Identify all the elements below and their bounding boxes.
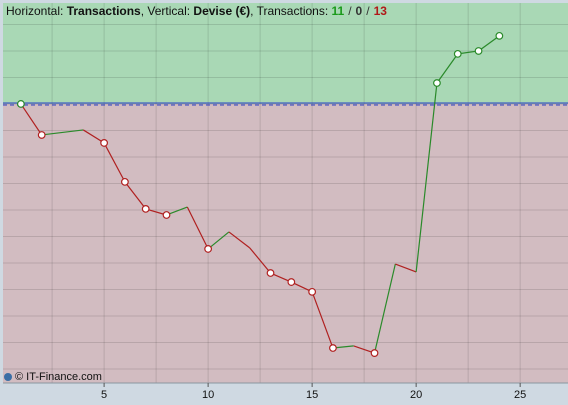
header-part: Horizontal: bbox=[6, 4, 67, 18]
line-segment bbox=[415, 82, 438, 273]
header-part: , Transactions: bbox=[250, 4, 331, 18]
point-marker bbox=[495, 31, 504, 40]
line-segment bbox=[41, 129, 84, 136]
point-marker bbox=[474, 47, 483, 55]
line-segment bbox=[186, 206, 209, 250]
line-segment bbox=[228, 231, 251, 249]
line-segment bbox=[103, 142, 126, 183]
line-segment bbox=[20, 103, 43, 136]
x-tick-label: 10 bbox=[202, 389, 214, 401]
line-segment bbox=[249, 247, 271, 274]
x-tick-label: 15 bbox=[306, 389, 318, 401]
point-marker bbox=[121, 177, 129, 186]
credit-icon bbox=[4, 373, 12, 381]
point-marker bbox=[287, 278, 296, 286]
line-segment bbox=[436, 53, 459, 84]
header-part: 11 bbox=[332, 4, 345, 18]
header-part: Transactions bbox=[67, 4, 141, 18]
point-marker bbox=[370, 349, 379, 357]
header-part: Devise (€) bbox=[193, 4, 250, 18]
line-segment bbox=[373, 263, 396, 354]
plot-area: 5 10 15 20 25 bbox=[3, 3, 568, 401]
credit-text: © IT-Finance.com bbox=[15, 371, 102, 383]
chart-header: Horizontal: Transactions, Vertical: Devi… bbox=[6, 4, 387, 18]
point-marker bbox=[100, 139, 109, 147]
line-segment bbox=[478, 35, 500, 52]
point-marker bbox=[308, 287, 317, 296]
point-marker bbox=[37, 131, 46, 139]
header-part: / bbox=[366, 4, 370, 18]
header-part: 0 bbox=[356, 4, 363, 18]
header-part: , Vertical: bbox=[141, 4, 194, 18]
x-tick-label: 20 bbox=[410, 389, 422, 401]
line-segment bbox=[207, 231, 230, 250]
x-tick-label: 5 bbox=[101, 389, 107, 401]
header-part: 13 bbox=[374, 4, 388, 18]
header-part: / bbox=[348, 4, 352, 18]
point-marker bbox=[329, 344, 337, 352]
line-segment bbox=[395, 263, 417, 273]
line-segment bbox=[311, 291, 334, 349]
point-marker bbox=[433, 79, 441, 87]
line-segment bbox=[124, 181, 147, 210]
point-marker bbox=[204, 245, 213, 253]
line-segment bbox=[82, 129, 105, 144]
point-marker bbox=[16, 100, 25, 108]
credit: © IT-Finance.com bbox=[4, 371, 102, 383]
region-below bbox=[3, 103, 568, 383]
region-above bbox=[3, 3, 568, 104]
point-marker bbox=[266, 269, 275, 277]
point-marker bbox=[453, 49, 462, 58]
point-marker bbox=[162, 211, 171, 219]
point-marker bbox=[141, 204, 150, 213]
x-tick-label: 25 bbox=[514, 389, 526, 401]
